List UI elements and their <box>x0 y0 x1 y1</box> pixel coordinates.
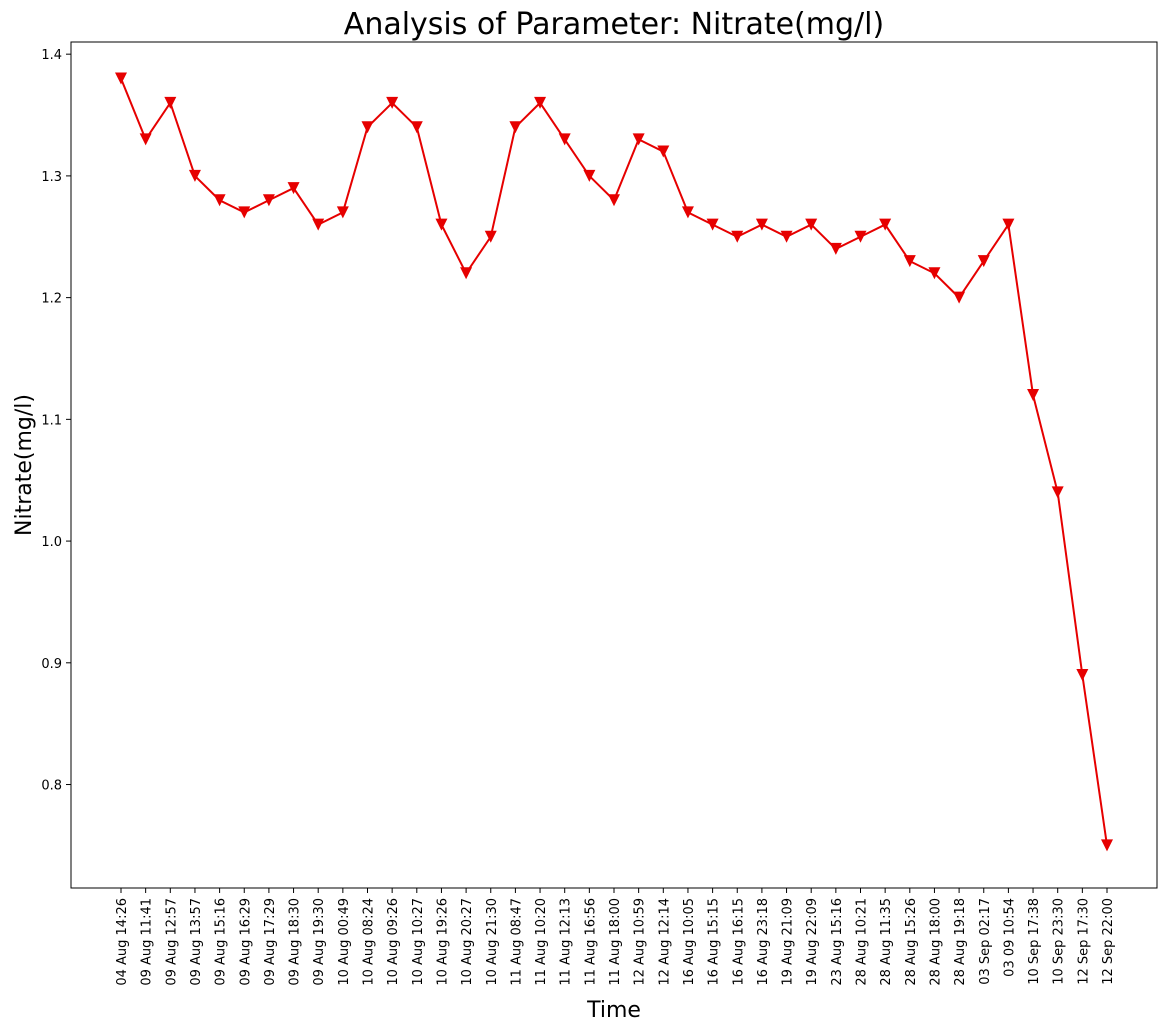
x-tick-label: 10 Sep 23:30 <box>1052 898 1067 985</box>
data-point-marker <box>657 145 670 158</box>
x-tick-label: 09 Aug 19:30 <box>312 898 327 986</box>
data-point-marker <box>1051 486 1064 499</box>
x-tick-label: 09 Aug 16:29 <box>238 898 253 986</box>
x-tick-label: 09 Aug 17:29 <box>263 898 278 986</box>
data-point-marker <box>706 218 719 231</box>
x-tick-label: 19 Aug 22:09 <box>805 898 820 986</box>
x-tick-label: 11 Aug 16:56 <box>583 898 598 986</box>
x-tick-label: 10 Aug 10:27 <box>411 898 426 986</box>
x-tick-label: 10 Aug 21:30 <box>485 898 500 986</box>
data-point-marker <box>879 218 892 231</box>
x-tick-label: 11 Aug 12:13 <box>559 898 574 986</box>
data-point-marker <box>681 206 694 219</box>
data-point-marker <box>1076 668 1089 681</box>
data-point-marker <box>755 218 768 231</box>
x-tick-label: 09 Aug 13:57 <box>189 898 204 986</box>
plot-area <box>70 41 1158 889</box>
y-tick-label: 1.1 <box>41 413 62 428</box>
data-point-marker <box>238 206 251 219</box>
y-tick-label: 0.8 <box>41 779 62 794</box>
data-point-marker <box>336 206 349 219</box>
x-tick-label: 16 Aug 23:18 <box>756 898 771 986</box>
data-point-marker <box>188 169 201 182</box>
data-point-marker <box>829 242 842 255</box>
x-tick-label: 03 09 10:54 <box>1002 898 1017 977</box>
chart-title: Analysis of Parameter: Nitrate(mg/l) <box>344 7 884 42</box>
data-point-marker <box>805 218 818 231</box>
x-tick-label: 11 Aug 08:47 <box>509 898 524 986</box>
x-tick-label: 12 Sep 17:30 <box>1076 898 1091 985</box>
x-tick-label: 12 Sep 22:00 <box>1101 898 1116 985</box>
x-tick-label: 28 Aug 19:18 <box>953 898 968 986</box>
data-point-marker <box>608 194 620 207</box>
data-point-marker <box>558 133 571 146</box>
data-point-marker <box>583 169 596 182</box>
x-tick-label: 28 Aug 11:35 <box>879 898 894 986</box>
y-axis-label: Nitrate(mg/l) <box>12 394 37 536</box>
x-tick-label: 03 Sep 02:17 <box>978 898 993 985</box>
x-tick-label: 23 Aug 15:16 <box>830 898 845 986</box>
data-point-marker <box>903 255 916 268</box>
data-point-marker <box>780 230 793 243</box>
x-tick-label: 12 Aug 10:59 <box>633 898 648 986</box>
data-point-marker <box>312 218 325 231</box>
x-tick-label: 10 Aug 00:49 <box>337 898 352 986</box>
y-tick-label: 0.9 <box>41 657 62 672</box>
data-point-marker <box>460 267 473 280</box>
data-point-marker <box>1101 839 1113 852</box>
series-markers <box>115 72 1113 852</box>
data-point-marker <box>287 182 300 195</box>
x-tick-label: 04 Aug 14:26 <box>115 898 130 986</box>
x-tick-label: 28 Aug 18:00 <box>928 898 943 986</box>
data-point-marker <box>953 291 966 304</box>
x-tick-label: 16 Aug 10:05 <box>682 898 697 986</box>
data-point-marker <box>1002 218 1015 231</box>
data-point-marker <box>632 133 645 146</box>
x-tick-label: 10 Aug 20:27 <box>460 898 475 986</box>
x-tick-label: 10 Aug 08:24 <box>362 898 377 986</box>
x-tick-label: 10 Aug 09:26 <box>386 898 401 986</box>
x-tick-label: 09 Aug 12:57 <box>164 898 179 986</box>
x-tick-label: 11 Aug 10:20 <box>534 898 549 986</box>
x-tick-label: 10 Sep 17:38 <box>1027 898 1042 985</box>
x-tick-label: 11 Aug 18:00 <box>608 898 623 986</box>
x-tick-label: 09 Aug 18:30 <box>288 898 303 986</box>
data-point-marker <box>115 72 127 85</box>
x-tick-label: 09 Aug 11:41 <box>140 898 155 986</box>
x-axis: 04 Aug 14:26 09 Aug 11:41 09 Aug 12:57 09 A… <box>115 888 1116 986</box>
data-point-marker <box>731 230 744 243</box>
x-tick-label: 10 Aug 19:26 <box>435 898 450 986</box>
y-tick-label: 1.2 <box>41 292 62 307</box>
data-point-marker <box>386 96 399 109</box>
x-tick-label: 28 Aug 15:26 <box>904 898 919 986</box>
data-point-marker <box>1027 389 1040 402</box>
x-tick-label: 28 Aug 10:21 <box>855 898 870 986</box>
data-point-marker <box>484 230 497 243</box>
x-axis-label: Time <box>586 998 641 1023</box>
x-tick-label: 19 Aug 21:09 <box>781 898 796 986</box>
y-tick-label: 1.3 <box>41 170 62 185</box>
data-point-marker <box>410 121 423 134</box>
data-point-marker <box>509 121 522 134</box>
data-point-marker <box>928 267 941 280</box>
data-point-marker <box>854 230 867 243</box>
x-tick-label: 09 Aug 15:16 <box>214 898 229 986</box>
data-point-marker <box>213 194 226 207</box>
data-point-marker <box>977 255 990 268</box>
x-tick-label: 16 Aug 15:15 <box>707 898 722 986</box>
x-tick-label: 12 Aug 12:14 <box>657 898 672 986</box>
y-tick-label: 1.0 <box>41 535 62 550</box>
y-tick-label: 1.4 <box>41 48 62 63</box>
data-point-marker <box>262 194 275 207</box>
data-point-marker <box>139 133 152 146</box>
data-point-marker <box>534 96 547 109</box>
data-point-marker <box>164 96 177 109</box>
data-point-marker <box>361 121 374 134</box>
y-axis: 0.8 0.9 1.0 1.1 1.2 1.3 1.4 <box>41 48 71 794</box>
x-tick-label: 16 Aug 16:15 <box>731 898 746 986</box>
data-point-marker <box>435 218 448 231</box>
